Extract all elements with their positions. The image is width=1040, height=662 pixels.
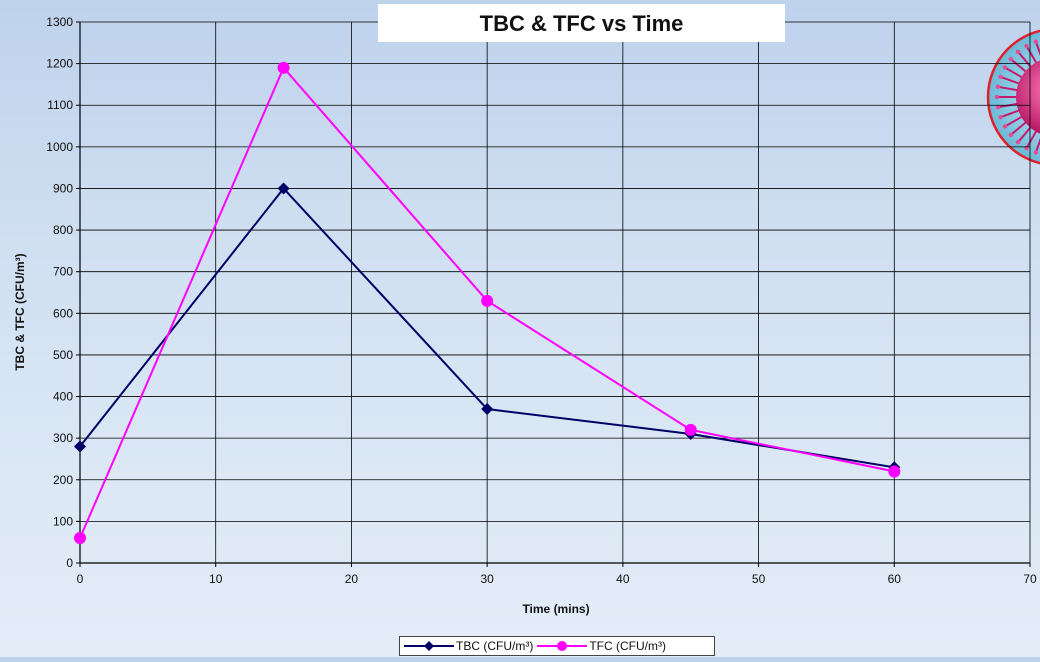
virus-spike <box>1005 115 1024 127</box>
y-tick-label: 500 <box>53 348 73 362</box>
y-tick-label: 1300 <box>46 15 73 29</box>
y-tick-label: 700 <box>53 265 73 279</box>
y-tick-label: 200 <box>53 473 73 487</box>
x-tick-label: 40 <box>616 572 630 586</box>
virus-spike <box>1017 125 1033 143</box>
virus-spike <box>1026 46 1038 65</box>
x-tick-label: 10 <box>209 572 223 586</box>
x-tick-label: 60 <box>888 572 902 586</box>
legend-swatch-tbc <box>404 641 454 651</box>
virus-spike <box>1017 51 1033 69</box>
legend: TBC (CFU/m³) TFC (CFU/m³) <box>399 636 715 656</box>
plot-area <box>80 22 1030 563</box>
axes <box>79 22 1030 564</box>
virus-spike <box>1001 76 1021 85</box>
data-point-tfc <box>684 423 697 436</box>
virus-spike <box>1005 67 1024 79</box>
x-axis-label: Time (mins) <box>522 602 589 616</box>
legend-swatch-tfc <box>537 641 588 651</box>
virus-spike-tip <box>998 74 1003 80</box>
y-tick-label: 0 <box>66 556 73 570</box>
virus-spike-tip <box>1033 150 1039 155</box>
data-point-tfc <box>481 294 494 307</box>
virus-spike <box>998 85 1019 92</box>
plot-area-background <box>80 22 1030 563</box>
data-point-tbc <box>74 440 86 453</box>
data-point-tfc <box>277 61 290 74</box>
y-tick-label: 800 <box>53 223 73 237</box>
y-tick-label: 600 <box>53 306 73 320</box>
x-tick-labels: 0 10 20 30 40 50 60 70 <box>77 563 1037 586</box>
virus-spike <box>1001 109 1021 118</box>
y-tick-labels: 0 100 200 300 400 500 600 700 800 900 1000 1100 1200… <box>46 15 80 570</box>
grid-lines <box>79 21 1031 564</box>
data-point-tbc <box>481 403 494 416</box>
y-tick-label: 1200 <box>46 57 73 71</box>
virus-spike-tip <box>1015 139 1021 145</box>
y-axis-label: TBC & TFC (CFU/m³) <box>13 253 27 370</box>
data-point-tfc <box>888 465 901 478</box>
virus-spike-tip <box>1033 39 1039 44</box>
series-layer <box>74 61 901 545</box>
virus-spike <box>1026 129 1038 148</box>
series-tfc <box>74 61 901 545</box>
chart-title: TBC & TFC vs Time <box>479 11 684 36</box>
virus-spike-tip <box>998 114 1003 120</box>
virus-spike-tip <box>1008 132 1014 138</box>
virus-spike-tip <box>1002 124 1008 129</box>
x-tick-label: 50 <box>752 572 766 586</box>
legend-label-tfc: TFC (CFU/m³) <box>589 639 666 653</box>
y-tick-label: 300 <box>53 431 73 445</box>
x-tick-label: 0 <box>77 572 84 586</box>
data-point-tbc <box>277 182 290 195</box>
y-tick-label: 400 <box>53 390 73 404</box>
virus-spike-tip <box>1002 65 1008 70</box>
chart-title-box: TBC & TFC vs Time <box>378 4 785 42</box>
x-tick-label: 30 <box>480 572 494 586</box>
legend-item-tfc: TFC (CFU/m³) <box>535 639 666 653</box>
virus-spike-tip <box>995 105 1001 110</box>
virus-spike-tip <box>995 84 1001 89</box>
legend-item-tbc: TBC (CFU/m³) <box>402 639 533 653</box>
legend-label-tbc: TBC (CFU/m³) <box>456 639 534 653</box>
x-tick-label: 70 <box>1023 572 1037 586</box>
virus-spike-tip <box>1024 43 1029 49</box>
virus-spike-tip <box>994 94 1000 100</box>
y-tick-label: 100 <box>53 514 73 528</box>
x-tick-label: 20 <box>345 572 359 586</box>
y-tick-label: 900 <box>53 181 73 195</box>
virus-spike <box>1010 120 1028 136</box>
data-point-tfc <box>74 532 86 545</box>
y-tick-label: 1000 <box>46 140 73 154</box>
virus-spike <box>1010 58 1028 74</box>
y-tick-label: 1100 <box>47 98 73 112</box>
virus-spike-tip <box>1015 49 1021 55</box>
virus-spike-tip <box>1008 56 1014 62</box>
